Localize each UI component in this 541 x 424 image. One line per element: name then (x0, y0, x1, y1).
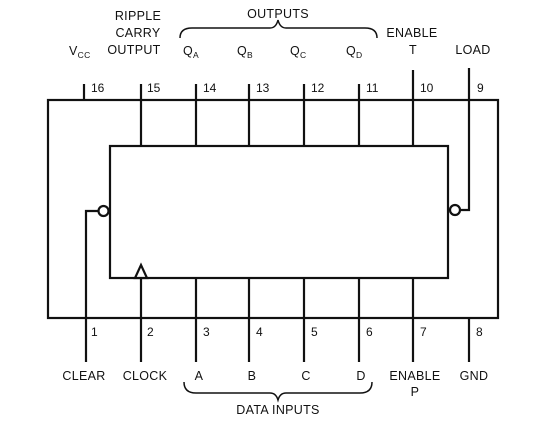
ripple-label-line2: CARRY (115, 26, 160, 40)
data-input-a-label: A (195, 369, 204, 383)
qb-label: QB (237, 44, 253, 60)
data-input-c-label: C (301, 369, 310, 383)
qd-label: QD (346, 44, 362, 60)
pin-number-15: 15 (147, 81, 161, 95)
clock-label: CLOCK (123, 369, 168, 383)
data-input-d-label: D (356, 369, 365, 383)
outputs-brace (179, 19, 378, 39)
load-inversion-bubble (448, 203, 462, 217)
enable-t-label-line2: T (409, 43, 417, 57)
top-pin-numbers: 16 15 14 13 12 11 10 9 (91, 81, 484, 95)
ripple-label-line3: OUTPUT (107, 43, 160, 57)
pin-number-16: 16 (91, 81, 105, 95)
pin-number-9: 9 (477, 81, 484, 95)
enable-p-label-line2: P (411, 385, 420, 399)
pin-number-3: 3 (203, 325, 210, 339)
data-inputs-brace (183, 381, 373, 403)
pin-number-10: 10 (420, 81, 434, 95)
data-inputs-label: DATA INPUTS (236, 403, 319, 417)
qc-label: QC (290, 44, 306, 60)
clock-triangle-symbol (133, 262, 149, 280)
pin-number-13: 13 (256, 81, 270, 95)
pin-number-8: 8 (476, 325, 483, 339)
bottom-pin-numbers: 1 2 3 4 5 6 7 8 (91, 325, 483, 339)
data-input-b-label: B (248, 369, 257, 383)
enable-t-label-line1: ENABLE (386, 26, 437, 40)
clear-label: CLEAR (62, 369, 105, 383)
pin-number-11: 11 (366, 81, 379, 95)
pin-number-2: 2 (147, 325, 154, 339)
gnd-label: GND (460, 369, 489, 383)
enable-p-label-line1: ENABLE (389, 369, 440, 383)
pin-number-12: 12 (311, 81, 325, 95)
pin-number-6: 6 (366, 325, 373, 339)
pin-number-1: 1 (91, 325, 98, 339)
qa-label: QA (183, 44, 199, 60)
package-outline (46, 98, 500, 320)
pin-number-14: 14 (203, 81, 217, 95)
pin-1-lead (84, 209, 98, 362)
chip-body (108, 144, 450, 280)
pin-9-lead (460, 68, 471, 212)
load-label: LOAD (455, 43, 490, 57)
pin-number-4: 4 (256, 325, 263, 339)
vcc-label: VCC (69, 44, 91, 60)
clear-inversion-bubble (97, 204, 110, 218)
pin-number-5: 5 (311, 325, 318, 339)
ripple-label-line1: RIPPLE (115, 9, 161, 23)
pin-number-7: 7 (420, 325, 427, 339)
outputs-label: OUTPUTS (247, 7, 309, 21)
